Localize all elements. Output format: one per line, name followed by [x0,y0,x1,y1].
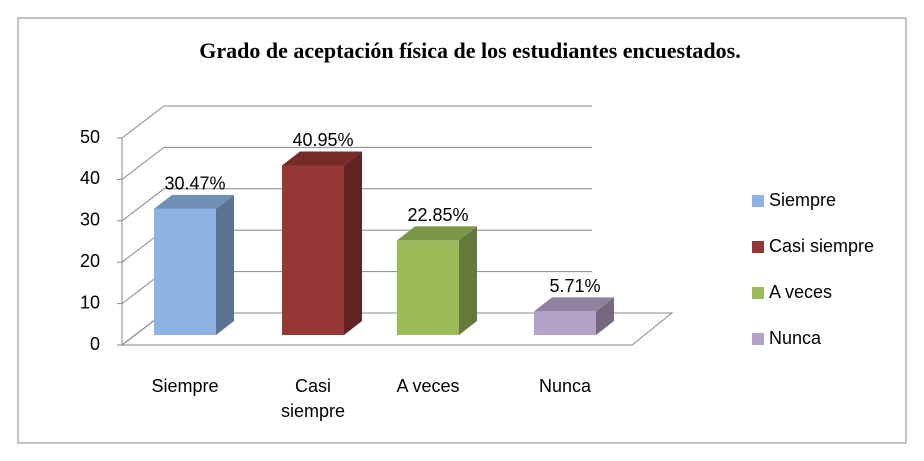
bar-top [282,151,362,166]
bar-side [216,194,234,335]
data-label: 22.85% [407,205,468,225]
x-tick-label: Casi siempre [280,376,346,421]
data-label: 5.71% [549,276,600,296]
grid-line [121,188,592,222]
bar-top [154,194,234,209]
bar [154,208,216,335]
bar [397,240,459,335]
x-tick-label: Nunca [538,376,592,396]
bar-side [596,297,614,335]
y-tick-label: 30 [80,210,100,230]
y-tick-label: 10 [80,292,100,312]
legend-swatch [752,333,764,345]
bar-top [397,226,477,241]
y-tick-label: 40 [80,168,100,188]
y-tick-label: 20 [80,251,100,271]
bar-top [534,297,614,312]
bar [282,165,344,335]
legend-swatch [752,241,764,253]
legend-label: Casi siempre [769,236,874,256]
bar [534,311,596,335]
data-label: 30.47% [164,174,225,194]
legend-label: A veces [769,282,832,302]
x-tick-label: Siempre [151,376,219,396]
bar-side [344,151,362,335]
chart-title: Grado de aceptación física de los estudi… [199,38,740,63]
x-tick-label: A veces [396,376,460,396]
legend-swatch [752,195,764,207]
y-tick-label: 50 [80,127,100,147]
legend-swatch [752,287,764,299]
grid-line [121,146,592,180]
bar-side [459,226,477,335]
grid-line [121,105,592,139]
legend-label: Nunca [769,328,822,348]
legend-label: Siempre [769,190,836,210]
y-tick-label: 0 [90,334,100,354]
data-label: 40.95% [292,130,353,150]
